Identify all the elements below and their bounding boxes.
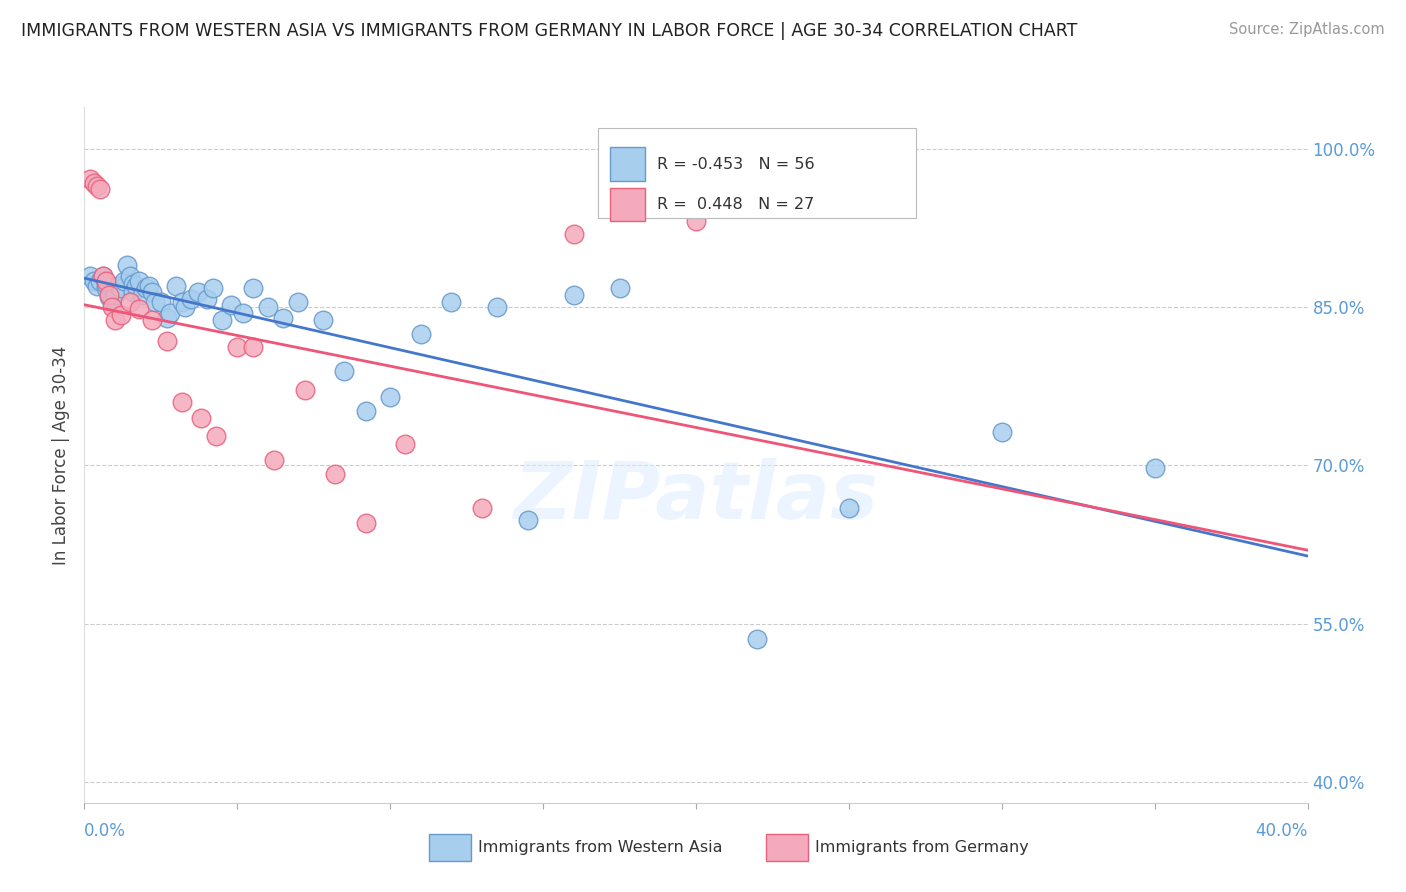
FancyBboxPatch shape: [598, 128, 917, 219]
Point: [125, 279, 148, 293]
Point: [89, 182, 111, 196]
Point: [287, 295, 309, 310]
Point: [83, 176, 105, 190]
Point: [131, 287, 153, 301]
Point: [242, 281, 264, 295]
Point: [190, 411, 212, 425]
Point: [263, 453, 285, 467]
Point: [120, 295, 142, 310]
Point: [101, 292, 124, 306]
Point: [180, 292, 202, 306]
Point: [991, 425, 1014, 439]
Point: [271, 310, 294, 325]
Point: [195, 292, 218, 306]
Point: [333, 363, 356, 377]
Point: [86, 179, 108, 194]
Point: [219, 298, 242, 312]
Point: [115, 258, 138, 272]
Point: [186, 285, 208, 299]
Point: [232, 305, 254, 319]
Point: [94, 277, 117, 292]
Point: [128, 274, 150, 288]
Point: [609, 281, 631, 295]
Text: ZIPatlas: ZIPatlas: [513, 458, 879, 536]
Point: [79, 171, 101, 186]
Point: [110, 308, 132, 322]
Point: [323, 467, 346, 481]
Point: [440, 295, 463, 310]
Point: [257, 301, 280, 315]
Text: Immigrants from Germany: Immigrants from Germany: [815, 840, 1029, 855]
Point: [122, 285, 145, 299]
Point: [471, 500, 494, 515]
Point: [104, 285, 127, 299]
Point: [86, 279, 108, 293]
Point: [562, 227, 585, 241]
Point: [312, 313, 335, 327]
Point: [122, 277, 145, 292]
Point: [165, 279, 187, 293]
Text: Immigrants from Western Asia: Immigrants from Western Asia: [478, 840, 723, 855]
Point: [1143, 460, 1166, 475]
Point: [149, 295, 172, 310]
Text: 0.0%: 0.0%: [84, 822, 127, 839]
Point: [747, 632, 769, 647]
Point: [294, 383, 316, 397]
Point: [104, 313, 127, 327]
Point: [562, 287, 585, 301]
Text: 40.0%: 40.0%: [1256, 822, 1308, 839]
Point: [83, 274, 105, 288]
Point: [94, 281, 117, 295]
Point: [120, 268, 142, 283]
Point: [97, 287, 120, 301]
Point: [94, 274, 117, 288]
Point: [394, 437, 416, 451]
Point: [143, 295, 166, 310]
Point: [211, 313, 233, 327]
Text: R =  0.448   N = 27: R = 0.448 N = 27: [657, 197, 814, 212]
Point: [110, 281, 132, 295]
Point: [172, 295, 194, 310]
Point: [172, 395, 194, 409]
Bar: [610, 188, 644, 221]
Point: [89, 274, 111, 288]
Point: [156, 334, 179, 348]
Point: [226, 340, 249, 354]
Point: [104, 287, 127, 301]
Point: [174, 301, 197, 315]
Point: [156, 310, 179, 325]
Text: R = -0.453   N = 56: R = -0.453 N = 56: [657, 157, 814, 171]
Bar: [610, 147, 644, 181]
Point: [838, 500, 860, 515]
Point: [354, 403, 377, 417]
Point: [486, 301, 509, 315]
Point: [380, 390, 402, 404]
Y-axis label: In Labor Force | Age 30-34: In Labor Force | Age 30-34: [52, 345, 70, 565]
Point: [107, 279, 129, 293]
Point: [159, 305, 181, 319]
Point: [128, 302, 150, 317]
Point: [138, 279, 160, 293]
Point: [101, 301, 124, 315]
Point: [135, 281, 157, 295]
Point: [205, 429, 228, 443]
Point: [97, 290, 120, 304]
Text: IMMIGRANTS FROM WESTERN ASIA VS IMMIGRANTS FROM GERMANY IN LABOR FORCE | AGE 30-: IMMIGRANTS FROM WESTERN ASIA VS IMMIGRAN…: [21, 22, 1077, 40]
Point: [354, 516, 377, 531]
Point: [242, 340, 264, 354]
Point: [91, 268, 114, 283]
Point: [141, 285, 163, 299]
Text: Source: ZipAtlas.com: Source: ZipAtlas.com: [1229, 22, 1385, 37]
Point: [112, 274, 135, 288]
Point: [141, 313, 163, 327]
Point: [201, 281, 224, 295]
Point: [685, 214, 707, 228]
Point: [516, 513, 538, 527]
Point: [91, 268, 114, 283]
Point: [79, 268, 101, 283]
Point: [409, 326, 432, 341]
